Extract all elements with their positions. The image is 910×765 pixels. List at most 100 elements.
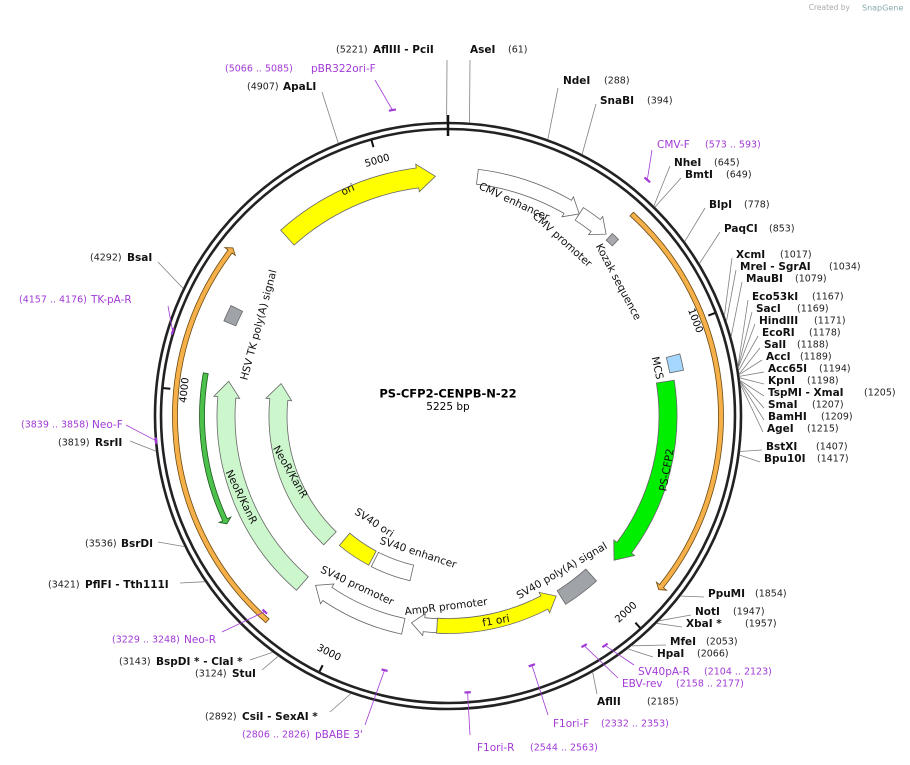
primer-range: (2104 .. 2123) bbox=[704, 667, 772, 678]
orf-arc bbox=[199, 372, 232, 525]
enzyme-position: (3124) bbox=[195, 669, 227, 680]
primer-range: (2332 .. 2353) bbox=[601, 719, 669, 730]
enzyme-position: (3819) bbox=[58, 438, 90, 449]
enzyme-leader bbox=[739, 377, 765, 385]
tick-mark bbox=[634, 622, 641, 629]
enzyme-name: NotI bbox=[695, 606, 720, 618]
enzyme-position: (288) bbox=[604, 76, 630, 87]
enzyme-leader bbox=[631, 644, 667, 647]
enzyme-leader bbox=[738, 335, 759, 371]
tick-mark bbox=[318, 664, 324, 672]
enzyme-leader bbox=[656, 622, 683, 628]
feature-label: AmpR promoter bbox=[404, 596, 489, 618]
enzyme-position: (3143) bbox=[119, 657, 151, 668]
enzyme-leader bbox=[737, 299, 749, 368]
feature bbox=[315, 583, 406, 635]
tick-label: 3000 bbox=[315, 643, 343, 664]
orf-arc bbox=[629, 211, 724, 591]
enzyme-position: (1189) bbox=[800, 352, 832, 363]
enzyme-name: MfeI bbox=[670, 636, 696, 648]
enzyme-leader bbox=[739, 380, 765, 409]
enzyme-leader bbox=[592, 671, 598, 695]
enzyme-name: MauBI bbox=[746, 273, 783, 285]
primer-name: F1ori-R bbox=[477, 742, 514, 754]
tick-mark bbox=[707, 312, 716, 317]
enzyme-leader bbox=[738, 359, 763, 376]
tick-mark bbox=[370, 140, 375, 148]
enzyme-leader bbox=[739, 371, 765, 377]
enzyme-leader bbox=[157, 541, 185, 547]
enzyme-position: (645) bbox=[714, 158, 740, 169]
enzyme-name: MreI - SgrAI bbox=[740, 261, 811, 273]
enzyme-position: (1198) bbox=[807, 376, 839, 387]
enzyme-position: (1205) bbox=[864, 388, 896, 399]
enzyme-position: (4292) bbox=[90, 253, 122, 264]
primer-name: Neo-F bbox=[92, 419, 123, 431]
primer-name: EBV-rev bbox=[622, 678, 663, 690]
primer-leader bbox=[467, 692, 471, 736]
enzyme-leader bbox=[653, 165, 671, 207]
enzyme-position: (61) bbox=[508, 45, 528, 56]
feature bbox=[370, 551, 415, 582]
primer-leader bbox=[583, 645, 619, 679]
enzyme-name: RsrII bbox=[95, 437, 122, 449]
primer-mark bbox=[528, 663, 536, 668]
primer-leader bbox=[374, 79, 393, 111]
feature bbox=[574, 207, 607, 236]
enzyme-position: (2053) bbox=[706, 637, 738, 648]
enzyme-position: (1167) bbox=[812, 292, 844, 303]
enzyme-leader bbox=[654, 177, 682, 208]
enzyme-leader bbox=[739, 454, 761, 463]
enzyme-position: (1188) bbox=[797, 340, 829, 351]
enzyme-leader bbox=[658, 614, 692, 622]
enzyme-position: (1079) bbox=[795, 274, 827, 285]
feature bbox=[556, 568, 598, 605]
primer-mark bbox=[388, 108, 397, 112]
primer-name: pBR322ori-F bbox=[311, 63, 376, 75]
enzyme-position: (853) bbox=[769, 224, 795, 235]
enzyme-position: (1407) bbox=[816, 442, 848, 453]
enzyme-position: (1034) bbox=[829, 262, 861, 273]
enzyme-position: (5221) bbox=[336, 45, 368, 56]
enzyme-leader bbox=[739, 379, 765, 397]
feature-label: MCS bbox=[649, 355, 666, 380]
feature bbox=[265, 382, 337, 546]
primer-leader bbox=[221, 611, 265, 633]
primer-mark bbox=[154, 437, 158, 445]
enzyme-position: (1194) bbox=[819, 364, 851, 375]
enzyme-name: CsiI - SexAI * bbox=[242, 711, 318, 723]
enzyme-position: (2066) bbox=[697, 649, 729, 660]
enzyme-name: StuI bbox=[232, 668, 256, 680]
enzyme-name: HpaI bbox=[657, 648, 684, 660]
feature-label: ori bbox=[339, 182, 356, 199]
enzyme-leader bbox=[739, 449, 763, 452]
primer-leader bbox=[604, 645, 635, 666]
primer-name: pBABE 3' bbox=[315, 729, 363, 741]
enzyme-name: TspMI - XmaI bbox=[768, 387, 844, 399]
enzyme-name: KpnI bbox=[768, 375, 795, 387]
feature bbox=[436, 591, 557, 634]
enzyme-leader bbox=[129, 440, 157, 452]
feature bbox=[605, 233, 620, 247]
primer-range: (5066 .. 5085) bbox=[225, 64, 293, 75]
enzyme-leader bbox=[724, 257, 733, 316]
enzyme-name: AseI bbox=[470, 44, 495, 56]
enzyme-name: SalI bbox=[764, 339, 786, 351]
enzyme-name: ApaLI bbox=[283, 81, 316, 93]
enzyme-leader bbox=[581, 103, 597, 155]
enzyme-name: SmaI bbox=[768, 399, 798, 411]
enzyme-leader bbox=[730, 281, 743, 337]
enzyme-name: AgeI bbox=[767, 423, 794, 435]
enzyme-leader bbox=[737, 323, 756, 369]
primer-leader bbox=[531, 665, 549, 716]
enzyme-name: EcoRI bbox=[762, 327, 795, 339]
enzyme-position: (1947) bbox=[733, 607, 765, 618]
enzyme-position: (649) bbox=[726, 170, 752, 181]
enzyme-name: BlpI bbox=[709, 199, 732, 211]
feature bbox=[665, 353, 685, 374]
enzyme-name: XcmI bbox=[736, 249, 765, 261]
watermark-brand: SnapGene bbox=[862, 4, 903, 13]
primer-leader bbox=[364, 670, 385, 726]
enzyme-leader bbox=[739, 383, 764, 433]
tick-label: 4000 bbox=[178, 377, 191, 403]
